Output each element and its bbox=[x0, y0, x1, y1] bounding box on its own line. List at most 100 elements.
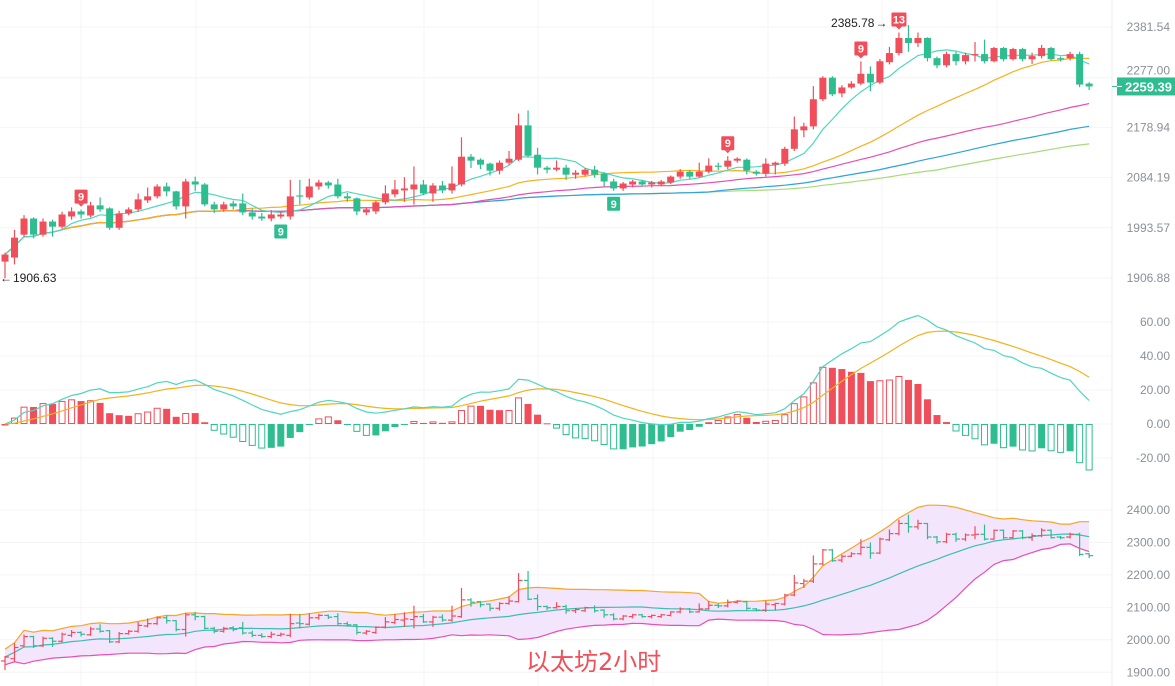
boll-lower-line bbox=[4, 543, 1090, 666]
candle bbox=[362, 207, 370, 216]
candle bbox=[381, 185, 389, 205]
ohlc-bar bbox=[942, 532, 951, 544]
macd-histogram-bar bbox=[96, 402, 104, 424]
candle bbox=[220, 201, 228, 212]
macd-histogram-bar bbox=[77, 401, 85, 424]
candle-body bbox=[885, 53, 893, 63]
candle-body bbox=[77, 211, 85, 215]
ohlc-bar bbox=[676, 607, 685, 614]
candle bbox=[457, 137, 465, 187]
candle bbox=[781, 146, 789, 166]
ohlc-bar bbox=[143, 618, 152, 628]
td-marker-9: 9 bbox=[274, 224, 288, 239]
candle-body bbox=[638, 181, 646, 185]
ohlc-bar bbox=[352, 624, 361, 635]
candle bbox=[553, 160, 561, 172]
candle bbox=[638, 179, 646, 187]
macd-histogram-bar bbox=[591, 424, 599, 442]
candle-body bbox=[619, 183, 627, 189]
ohlc-bar bbox=[390, 613, 399, 625]
macd-histogram-bar bbox=[220, 424, 228, 435]
candle bbox=[743, 158, 751, 175]
ohlc-bar bbox=[913, 519, 922, 530]
candle bbox=[866, 66, 874, 92]
candle bbox=[229, 200, 237, 210]
candle bbox=[58, 211, 66, 229]
candle-body bbox=[895, 37, 903, 54]
candle bbox=[619, 182, 627, 191]
macd-histogram-bar bbox=[134, 413, 142, 425]
candle-body bbox=[1047, 48, 1055, 60]
candle-body bbox=[714, 165, 722, 167]
candle-body bbox=[876, 61, 884, 83]
ohlc-bar bbox=[666, 611, 675, 617]
candle-body bbox=[410, 184, 418, 190]
macd-histogram-bar bbox=[572, 424, 580, 439]
candle bbox=[686, 170, 694, 179]
ohlc-bar bbox=[200, 615, 209, 630]
macd-histogram-bar bbox=[353, 424, 361, 432]
candle bbox=[115, 210, 123, 230]
candle bbox=[676, 169, 684, 179]
ohlc-bar bbox=[447, 605, 456, 622]
ohlc-bar bbox=[476, 600, 485, 608]
ohlc-bar bbox=[409, 605, 418, 629]
ohlc-bar bbox=[248, 630, 257, 638]
macd-histogram-bar bbox=[971, 424, 979, 440]
candle bbox=[486, 162, 494, 176]
candle-body bbox=[163, 186, 171, 192]
candlesticks bbox=[1, 24, 1093, 279]
macd-histogram-bar bbox=[496, 410, 504, 424]
ohlc-bar bbox=[267, 631, 276, 639]
ma7-line bbox=[4, 49, 1090, 255]
ohlc-bar bbox=[932, 535, 941, 544]
candle-body bbox=[144, 196, 152, 201]
marker-pointer bbox=[724, 150, 731, 154]
candle bbox=[895, 32, 903, 56]
ohlc-bar bbox=[647, 614, 656, 619]
ohlc-bar bbox=[695, 603, 704, 613]
ohlc-bar bbox=[495, 602, 504, 611]
candle-body bbox=[267, 214, 275, 219]
candle-body bbox=[781, 148, 789, 164]
candle-body bbox=[600, 173, 608, 182]
candle bbox=[952, 51, 960, 66]
candle bbox=[353, 197, 361, 216]
last-price-label: 2259.39 bbox=[1125, 79, 1172, 94]
candle-body bbox=[800, 126, 808, 131]
ohlc-bar bbox=[77, 631, 86, 637]
macd-histogram-bar bbox=[904, 379, 912, 424]
ohlc-bar bbox=[980, 524, 989, 541]
marker-badge bbox=[891, 12, 907, 27]
candle-body bbox=[724, 160, 732, 167]
ohlc-bar bbox=[733, 600, 742, 604]
macd-histogram-bar bbox=[163, 408, 171, 424]
ohlc-bar bbox=[799, 578, 808, 588]
ohlc-bar bbox=[10, 643, 19, 663]
candle bbox=[39, 218, 47, 237]
macd-histogram-bar bbox=[638, 424, 646, 447]
candle bbox=[885, 46, 893, 65]
macd-histogram-bar bbox=[58, 400, 66, 425]
price-axes[interactable]: 2381.54 2277.00 2178.94 2084.19 1993.57 1906.… bbox=[1112, 20, 1175, 679]
candle bbox=[990, 46, 998, 63]
candle-body bbox=[971, 54, 979, 56]
candle-body bbox=[505, 158, 513, 163]
candle-body bbox=[534, 154, 542, 168]
candle-body bbox=[847, 83, 855, 88]
macd-histogram-bar bbox=[486, 409, 494, 424]
boll-band-fill bbox=[5, 505, 1090, 665]
ohlc-bar bbox=[999, 529, 1008, 540]
candle-body bbox=[809, 99, 817, 127]
macd-y-tick-label: 40.00 bbox=[1140, 349, 1170, 363]
candle-body bbox=[125, 209, 133, 214]
candle-body bbox=[524, 125, 532, 156]
ohlc-bar bbox=[172, 620, 181, 632]
candle bbox=[1038, 44, 1046, 59]
td-marker-9: 9 bbox=[721, 136, 735, 154]
candle bbox=[752, 170, 760, 176]
candle bbox=[847, 81, 855, 89]
candle bbox=[505, 150, 513, 165]
macd-histogram-bar bbox=[857, 372, 865, 424]
